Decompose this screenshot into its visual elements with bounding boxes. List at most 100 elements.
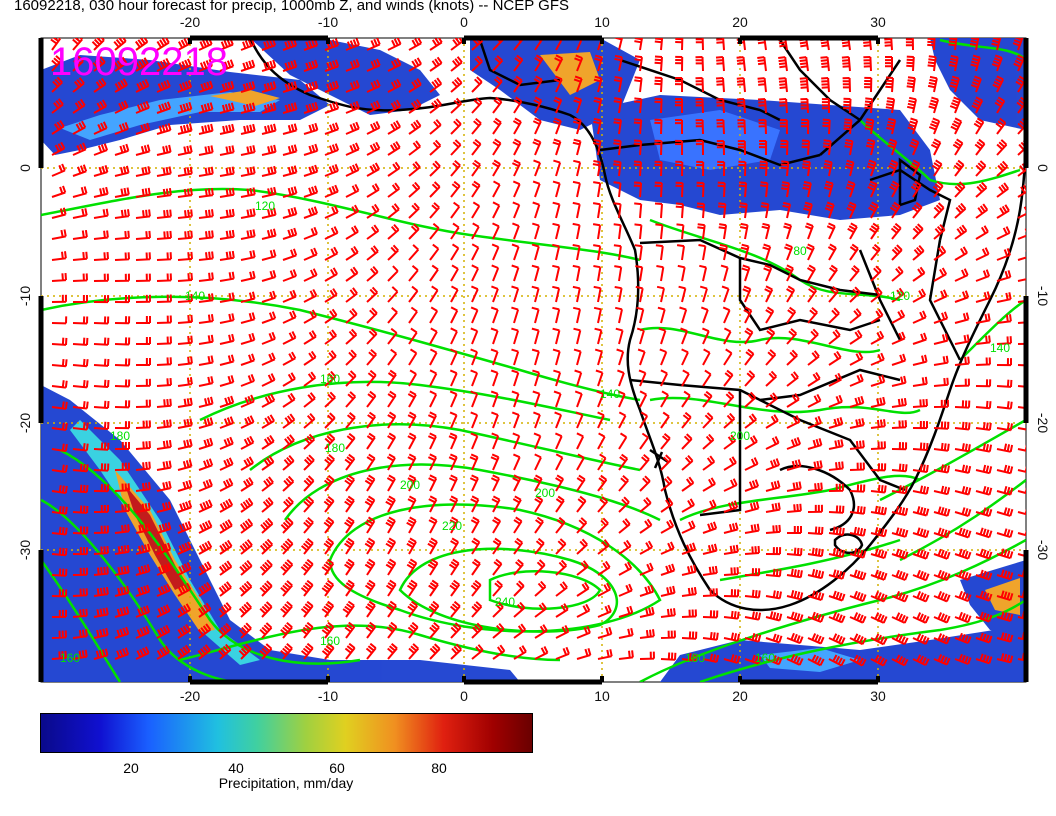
- wind-barb: [303, 122, 319, 135]
- wind-barb: [723, 391, 735, 408]
- wind-barb: [490, 369, 499, 387]
- wind-barb: [135, 625, 150, 639]
- wind-barb: [723, 456, 737, 471]
- wind-barb: [826, 222, 836, 240]
- wind-barb: [156, 604, 171, 618]
- wind-barb: [723, 327, 732, 345]
- wind-barb: [912, 464, 929, 473]
- wind-barb: [593, 285, 602, 303]
- lat-label: -10: [17, 286, 33, 306]
- wind-barb: [870, 265, 882, 282]
- wind-barb: [639, 390, 648, 408]
- contour-label: 180: [325, 441, 345, 455]
- wind-barb: [344, 474, 356, 492]
- wind-barb: [282, 392, 296, 408]
- wind-barb: [492, 117, 502, 135]
- lat-label: -30: [1035, 540, 1051, 560]
- wind-barb: [511, 285, 520, 303]
- wind-barb: [512, 138, 522, 156]
- wind-barb: [912, 485, 930, 495]
- wind-barb: [51, 337, 68, 346]
- wind-barb: [114, 483, 130, 492]
- wind-barb: [954, 632, 972, 645]
- wind-barb: [866, 159, 877, 177]
- wind-barb: [757, 38, 767, 51]
- wind-barb: [282, 269, 298, 282]
- wind-barb: [555, 624, 570, 639]
- wind-barb: [219, 145, 235, 156]
- wind-barb: [259, 643, 273, 660]
- wind-barb: [449, 495, 459, 513]
- wind-barb: [975, 160, 987, 177]
- wind-barb: [765, 633, 783, 644]
- contour-labels: 120 140 160 180 200 220 240 180 160 200 140 80 120 14…: [60, 199, 1010, 665]
- wind-barb: [197, 644, 211, 660]
- wind-barb: [238, 601, 252, 618]
- wind-barb: [933, 377, 949, 387]
- wind-barb: [740, 222, 749, 240]
- contour-label: 80: [793, 244, 807, 258]
- wind-barb: [765, 349, 777, 366]
- wind-barb: [765, 370, 778, 387]
- wind-barb: [912, 569, 930, 582]
- wind-barb: [429, 369, 438, 387]
- wind-barb: [639, 475, 651, 492]
- wind-barb: [675, 202, 684, 219]
- wind-barb: [828, 654, 846, 667]
- wind-barb: [259, 622, 273, 639]
- wind-barb: [303, 80, 319, 93]
- wind-barb: [996, 507, 1014, 517]
- wind-barb: [197, 623, 212, 639]
- wind-barb: [933, 333, 949, 345]
- wind-barb: [807, 460, 823, 471]
- wind-barb: [491, 495, 501, 513]
- wind-barb: [891, 375, 907, 387]
- wind-barb: [597, 560, 611, 576]
- wind-barb: [429, 348, 438, 366]
- wind-barb: [471, 180, 481, 198]
- wind-barb: [198, 102, 214, 114]
- wind-barb: [366, 369, 377, 387]
- wind-barb: [552, 180, 561, 198]
- contour-label: 160: [320, 372, 340, 386]
- wind-barb: [511, 159, 522, 177]
- wind-barb: [240, 312, 256, 324]
- wind-barb: [842, 77, 851, 93]
- wind-barb: [72, 316, 89, 325]
- wind-barb: [1017, 444, 1026, 452]
- wind-barb: [282, 310, 297, 324]
- wind-barb: [870, 287, 883, 303]
- wind-barb: [780, 160, 790, 177]
- wind-barb: [933, 223, 946, 240]
- wind-barb: [72, 649, 88, 660]
- wind-barb: [345, 391, 357, 408]
- wind-barb: [660, 433, 671, 450]
- wind-barb: [975, 203, 989, 219]
- wind-barb: [996, 358, 1012, 367]
- lon-label: 0: [460, 14, 468, 30]
- graticule: [41, 38, 1026, 682]
- wind-barb: [177, 624, 191, 639]
- wind-barb: [576, 453, 585, 471]
- wind-barb: [135, 523, 151, 534]
- wind-barb: [114, 143, 130, 156]
- wind-barb: [324, 164, 339, 177]
- wind-barb: [970, 54, 981, 72]
- wind-barb: [387, 643, 398, 660]
- wind-barb: [633, 139, 643, 156]
- wind-barb: [849, 484, 866, 493]
- wind-barb: [933, 355, 949, 366]
- wind-barb: [114, 294, 130, 304]
- wind-barb: [198, 520, 213, 534]
- wind-barb: [614, 265, 623, 282]
- wind-barb: [51, 119, 65, 135]
- wind-barb: [801, 160, 811, 177]
- wind-barb: [656, 285, 665, 303]
- wind-barb: [660, 585, 676, 597]
- wind-barb: [888, 159, 899, 177]
- wind-barb: [828, 505, 845, 514]
- wind-barb: [511, 369, 520, 387]
- wind-barb: [282, 331, 297, 345]
- wind-barb: [1012, 38, 1024, 51]
- wind-barb: [593, 75, 603, 93]
